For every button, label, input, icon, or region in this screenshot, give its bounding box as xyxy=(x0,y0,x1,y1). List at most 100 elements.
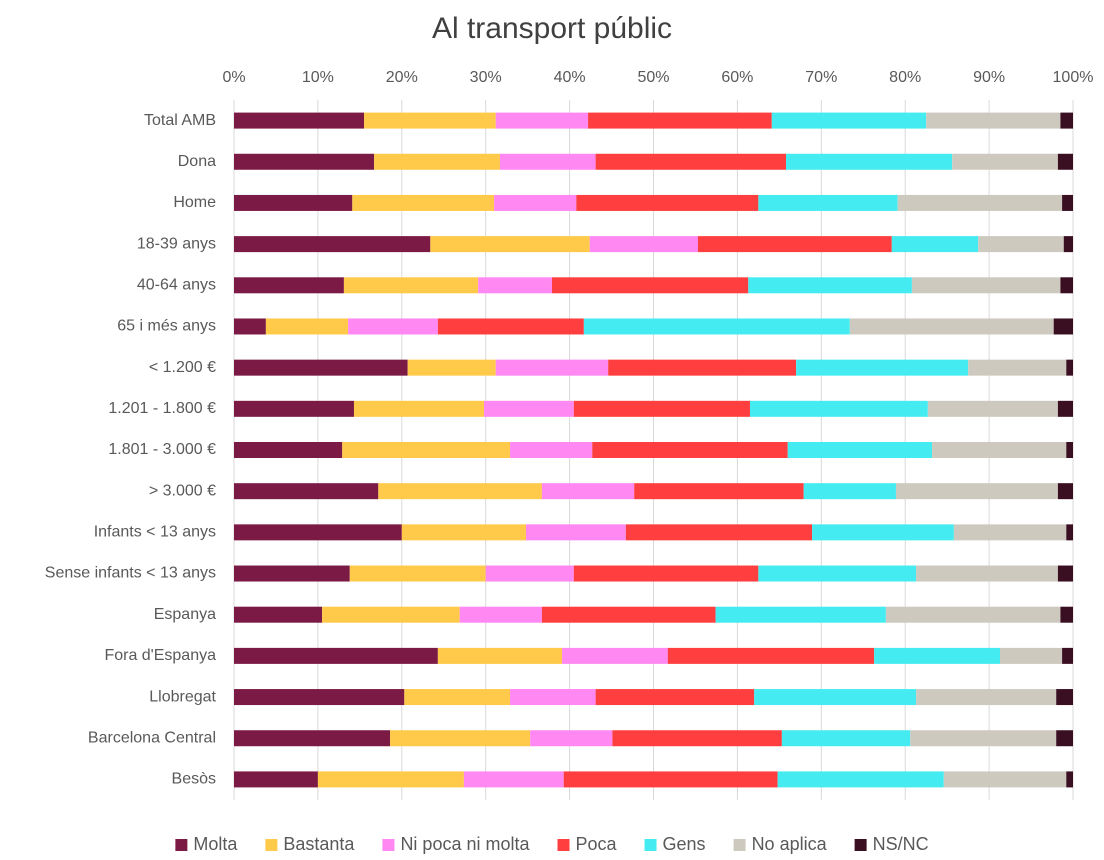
legend-swatch xyxy=(733,839,746,851)
legend-swatch xyxy=(175,839,188,851)
bar-segment xyxy=(390,730,531,747)
bar-segment xyxy=(573,400,750,417)
bar-segment xyxy=(234,359,408,376)
bar-segment xyxy=(541,606,716,623)
y-tick-label: Espanya xyxy=(154,606,216,623)
y-tick-label: Fora d'Espanya xyxy=(104,647,216,664)
bar-segment xyxy=(342,442,511,458)
bar-segment xyxy=(562,647,668,664)
bar-segment xyxy=(1060,277,1073,294)
bar-segment xyxy=(625,524,813,541)
bar-segment xyxy=(401,524,526,541)
bar-segment xyxy=(541,483,635,500)
bar-segment xyxy=(968,359,1067,376)
bar-segment xyxy=(348,318,438,335)
bar-segment xyxy=(612,730,782,747)
x-tick-label: 100% xyxy=(1053,69,1094,86)
legend-label: Molta xyxy=(193,834,238,854)
y-tick-label: Sense infants < 13 anys xyxy=(45,565,216,582)
bar-segment xyxy=(781,730,911,747)
bar-segment xyxy=(234,689,405,706)
bar-segment xyxy=(589,236,698,253)
y-tick-label: 1.801 - 3.000 € xyxy=(108,441,216,458)
bar-segment xyxy=(748,277,912,294)
y-tick-label: 65 i més anys xyxy=(117,318,216,335)
bar-segment xyxy=(953,524,1067,541)
legend-swatch xyxy=(644,839,657,851)
bar-segment xyxy=(910,730,1057,747)
bar-segment xyxy=(911,277,1061,294)
bar-segment xyxy=(1062,647,1073,664)
bar-segment xyxy=(495,112,589,129)
bar-segment xyxy=(1056,730,1073,747)
bar-segment xyxy=(592,442,788,458)
bar-segment xyxy=(499,153,596,170)
bar-segment xyxy=(510,689,596,706)
y-tick-label: 1.201 - 1.800 € xyxy=(108,400,216,417)
x-tick-label: 60% xyxy=(721,69,753,86)
bar-segment xyxy=(926,112,1061,129)
bar-segment xyxy=(234,194,353,211)
bar-segment xyxy=(234,277,344,294)
bar-segment xyxy=(595,689,755,706)
x-tick-label: 70% xyxy=(805,69,837,86)
bar-segment xyxy=(634,483,804,500)
bar-segment xyxy=(715,606,886,623)
bar-segment xyxy=(583,318,850,335)
bar-segment xyxy=(478,277,552,294)
bar-segment xyxy=(234,483,379,500)
bar-segment xyxy=(1066,771,1073,788)
bar-segment xyxy=(758,565,917,582)
bar-segment xyxy=(495,359,609,376)
bar-segment xyxy=(1053,318,1073,335)
bar-segment xyxy=(916,565,1058,582)
bar-segment xyxy=(1057,565,1073,582)
bar-segment xyxy=(484,400,574,417)
bar-segment xyxy=(897,194,1063,211)
bar-segment xyxy=(349,565,486,582)
x-tick-label: 30% xyxy=(470,69,502,86)
x-tick-label: 40% xyxy=(554,69,586,86)
x-tick-label: 80% xyxy=(889,69,921,86)
bar-segment xyxy=(916,689,1057,706)
bar-segment xyxy=(234,771,318,788)
legend-label: NS/NC xyxy=(873,834,929,854)
bar-segment xyxy=(803,483,896,500)
bar-segment xyxy=(608,359,797,376)
bar-segment xyxy=(932,442,1067,458)
bar-segment xyxy=(352,194,495,211)
bar-segment xyxy=(551,277,749,294)
bar-segment xyxy=(667,647,875,664)
y-tick-label: < 1.200 € xyxy=(149,359,216,376)
bar-segment xyxy=(1062,194,1073,211)
chart-title: Al transport públic xyxy=(432,12,672,45)
y-tick-label: Llobregat xyxy=(149,688,216,705)
bar-segment xyxy=(1066,359,1073,376)
legend-label: No aplica xyxy=(752,834,828,854)
bar-segment xyxy=(525,524,626,541)
bar-segment xyxy=(1060,112,1073,129)
bar-segment xyxy=(1056,689,1073,706)
x-tick-label: 0% xyxy=(222,69,245,86)
bar-segment xyxy=(1000,647,1063,664)
bar-segment xyxy=(494,194,577,211)
bar-segment xyxy=(234,730,391,747)
bar-segment xyxy=(895,483,1058,500)
bar-segment xyxy=(317,771,464,788)
bar-segment xyxy=(1057,400,1073,417)
bar-segment xyxy=(849,318,1054,335)
bar-segment xyxy=(576,194,759,211)
bar-segment xyxy=(265,318,349,335)
bar-segment xyxy=(927,400,1058,417)
bar-segment xyxy=(485,565,574,582)
bar-segment xyxy=(463,771,564,788)
bar-segment xyxy=(771,112,927,129)
bar-segment xyxy=(234,606,323,623)
bar-segment xyxy=(943,771,1067,788)
bar-segment xyxy=(812,524,954,541)
bar-segment xyxy=(430,236,590,253)
x-tick-label: 50% xyxy=(637,69,669,86)
bar-segment xyxy=(874,647,1001,664)
bar-segment xyxy=(353,400,485,417)
